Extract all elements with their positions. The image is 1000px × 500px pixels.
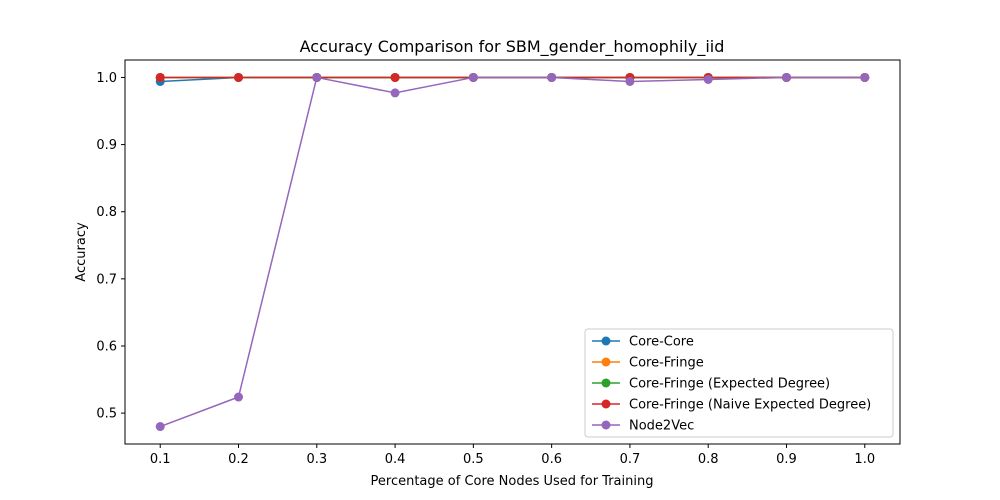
y-tick-label: 0.8 xyxy=(96,205,117,220)
data-point xyxy=(468,72,478,82)
data-point xyxy=(234,392,244,402)
y-tick-label: 0.5 xyxy=(96,407,117,422)
legend-item: Node2Vec xyxy=(592,419,694,434)
legend-marker xyxy=(601,357,611,367)
y-tick-label: 0.6 xyxy=(96,339,117,354)
legend-label: Core-Fringe xyxy=(629,356,704,371)
y-tick-label: 1.0 xyxy=(96,71,117,86)
legend-marker xyxy=(601,420,611,430)
legend-label: Core-Fringe (Naive Expected Degree) xyxy=(629,398,871,413)
legend-marker xyxy=(601,399,611,409)
data-point xyxy=(155,422,165,432)
data-point xyxy=(390,88,400,98)
data-point xyxy=(781,72,791,82)
legend-label: Core-Fringe (Expected Degree) xyxy=(629,377,830,392)
data-point xyxy=(625,76,635,86)
data-point xyxy=(547,72,557,82)
legend-label: Core-Core xyxy=(629,335,694,350)
plot-area xyxy=(155,72,870,432)
x-tick-label: 0.5 xyxy=(463,452,484,467)
x-tick-label: 0.9 xyxy=(776,452,797,467)
data-point xyxy=(234,72,244,82)
y-axis: 0.5 0.6 0.7 0.8 0.9 1.0 xyxy=(96,71,125,422)
x-tick-label: 0.2 xyxy=(228,452,249,467)
y-axis-label: Accuracy xyxy=(74,222,89,282)
data-point xyxy=(312,72,322,82)
y-tick-label: 0.7 xyxy=(96,272,117,287)
y-tick-label: 0.9 xyxy=(96,138,117,153)
data-point xyxy=(860,72,870,82)
series-1 xyxy=(155,72,870,86)
data-point xyxy=(390,72,400,82)
data-point xyxy=(155,72,165,82)
x-tick-label: 0.1 xyxy=(150,452,171,467)
data-point xyxy=(703,74,713,84)
x-tick-label: 0.7 xyxy=(620,452,641,467)
legend-marker xyxy=(601,378,611,388)
chart-title: Accuracy Comparison for SBM_gender_homop… xyxy=(300,37,725,57)
x-tick-label: 0.6 xyxy=(541,452,562,467)
x-tick-label: 0.8 xyxy=(698,452,719,467)
x-tick-label: 1.0 xyxy=(854,452,875,467)
legend: Core-Core Core-Fringe Core-Fringe (Expecte… xyxy=(584,328,894,438)
legend-item: Core-Core xyxy=(592,335,694,350)
x-axis-label: Percentage of Core Nodes Used for Traini… xyxy=(371,474,654,489)
x-tick-label: 0.4 xyxy=(385,452,406,467)
x-axis: 0.1 0.2 0.3 0.4 0.5 0.6 0.7 0.8 0.9 1.0 xyxy=(150,444,875,467)
legend-item: Core-Fringe xyxy=(592,356,704,371)
plot-frame xyxy=(124,59,901,445)
legend-label: Node2Vec xyxy=(629,419,694,434)
legend-box xyxy=(584,328,894,438)
legend-marker xyxy=(601,336,611,346)
legend-item: Core-Fringe (Naive Expected Degree) xyxy=(592,398,871,413)
x-tick-label: 0.3 xyxy=(306,452,327,467)
legend-item: Core-Fringe (Expected Degree) xyxy=(592,377,830,392)
series-line xyxy=(159,76,865,428)
series-5 xyxy=(155,72,870,432)
